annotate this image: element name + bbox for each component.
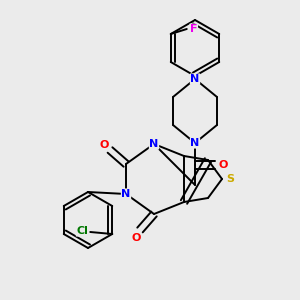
Text: S: S [226,174,234,184]
Text: O: O [218,160,228,170]
Text: N: N [190,74,200,84]
Text: N: N [122,189,130,199]
Text: N: N [149,139,159,149]
Text: F: F [190,24,197,34]
Text: O: O [131,233,141,243]
Text: N: N [190,138,200,148]
Text: Cl: Cl [76,226,88,236]
Text: O: O [99,140,109,150]
